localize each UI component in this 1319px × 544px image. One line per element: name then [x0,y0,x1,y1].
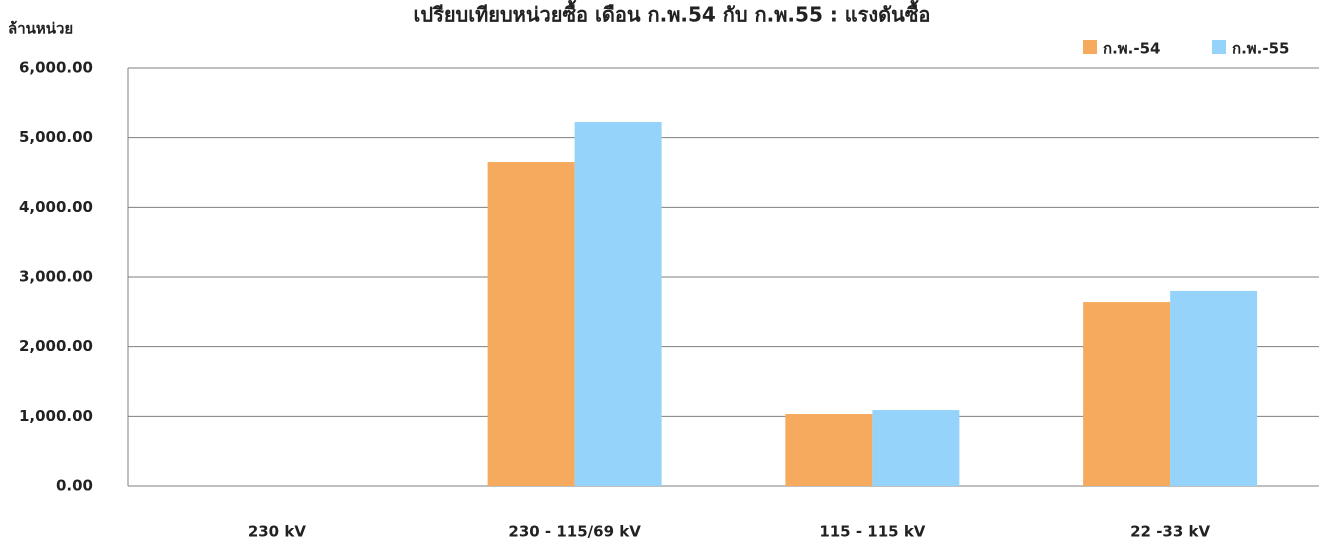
bar [872,410,960,486]
chart-title: เปรียบเทียบหน่วยซื้อ เดือน ก.พ.54 กับ ก.… [414,0,931,27]
x-tick-label: 22 -33 kV [1130,523,1210,541]
legend-swatch [1212,40,1226,54]
x-tick-label: 230 - 115/69 kV [508,523,641,541]
bar [574,121,662,486]
bar [785,414,873,486]
legend-swatch [1083,40,1097,54]
y-tick-label: 0.00 [56,477,93,495]
legend-label: ก.พ.-55 [1232,40,1289,58]
x-tick-label: 115 - 115 kV [819,523,925,541]
y-tick-label: 3,000.00 [19,268,93,286]
y-tick-label: 5,000.00 [19,128,93,146]
bar [1170,290,1258,486]
y-tick-label: 6,000.00 [19,59,93,77]
x-tick-label: 230 kV [248,523,307,541]
y-tick-label: 2,000.00 [19,337,93,355]
bar [1083,302,1171,486]
y-tick-label: 4,000.00 [19,198,93,216]
y-axis-label: ล้านหน่วย [8,20,73,38]
y-tick-label: 1,000.00 [19,407,93,425]
legend-label: ก.พ.-54 [1103,40,1160,58]
bar [487,162,575,487]
